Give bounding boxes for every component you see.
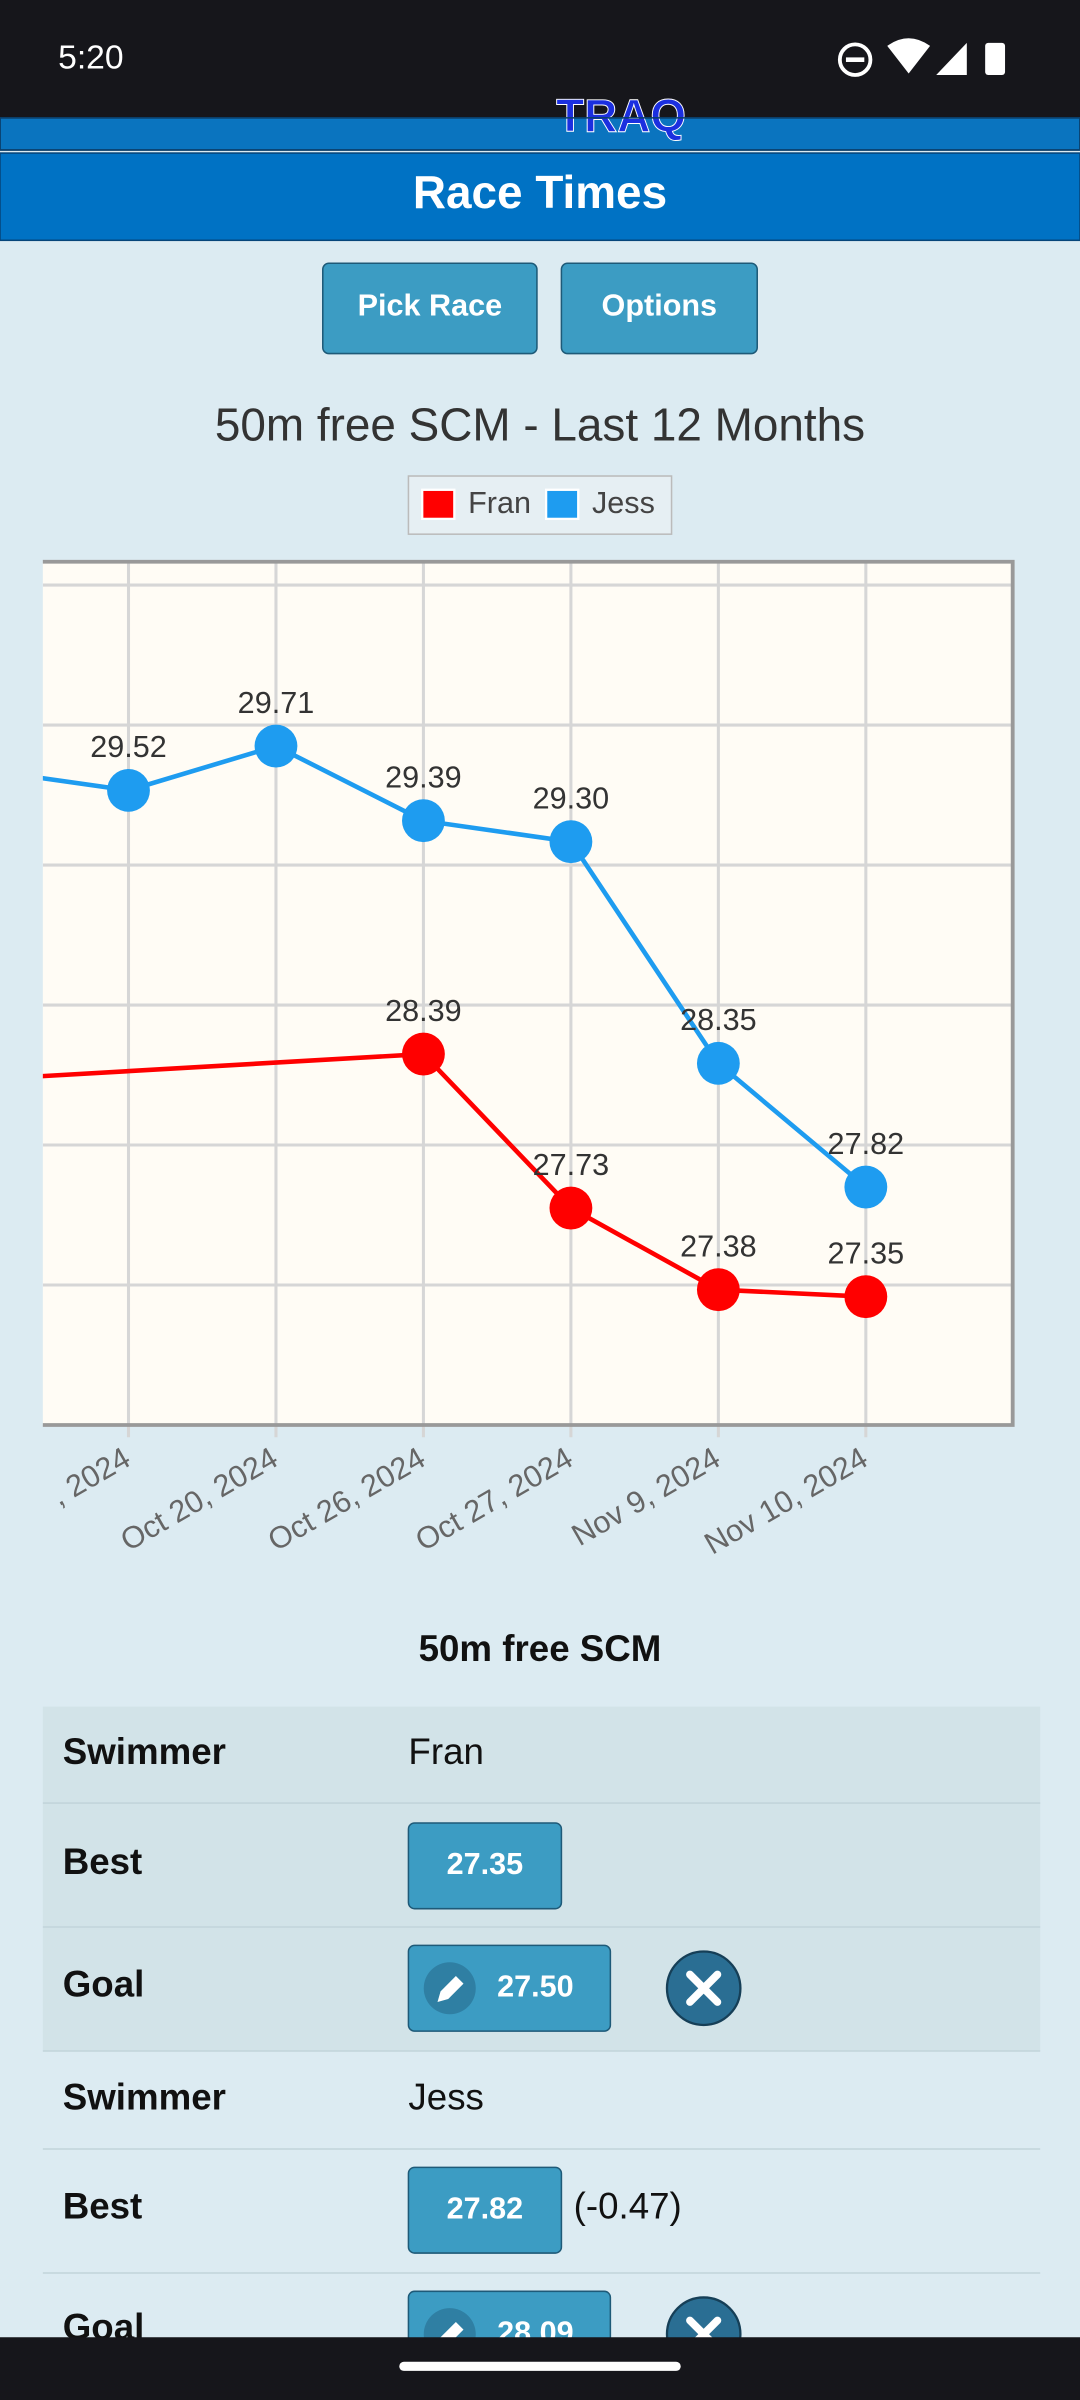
value-label: 27.82 [828,1127,905,1161]
gap-connector [42,1051,424,1079]
point [402,799,445,843]
plot-area [42,561,1013,1425]
row-label: Best [63,2185,143,2226]
button-bg[interactable] [560,262,758,355]
series-line [421,1052,866,1299]
button-label[interactable]: Pick Race [358,289,503,323]
pick-race-button[interactable]: Pick Race [322,262,538,355]
table: Swimmer Fran Best 27.35 Goal 27.50 Swimm… [42,1706,1041,2378]
legend-label: Fran [468,486,531,520]
table-title: 50m free SCM [419,1628,662,1669]
logo: TRAQ [556,90,686,142]
x-mark[interactable] [686,1970,722,2006]
button-label[interactable]: Options [602,289,718,323]
legend-label: Jess [592,486,655,520]
page-title: Race Times [413,166,667,218]
value-label: 29.52 [90,730,167,764]
value-label: 29.30 [533,781,610,815]
clock: 5:20 [58,40,123,77]
button-label[interactable]: 27.50 [497,1969,574,2003]
value-label: 29.71 [238,686,315,720]
status-icons [837,38,1006,77]
legend-swatch [421,488,456,521]
clear-goal-button[interactable] [665,1950,742,2027]
point [549,820,593,864]
value-label: 27.35 [828,1236,905,1270]
value-label: 27.38 [680,1229,757,1263]
button-bg[interactable] [407,1822,563,1910]
best-button[interactable]: 27.82 [407,2166,563,2254]
point [844,1165,888,1209]
goal-button[interactable]: 27.50 [407,1944,612,2032]
nav-border [0,117,1080,151]
value-label: 28.39 [385,994,462,1028]
row-value: Jess [408,2077,483,2118]
value-label: 27.73 [533,1148,610,1182]
point [696,1041,740,1085]
options-button[interactable]: Options [560,262,758,355]
point [549,1186,593,1230]
plot-border [42,559,1015,1427]
button-bg[interactable] [322,262,538,355]
button-label[interactable]: 27.82 [447,2191,524,2225]
best-button[interactable]: 27.35 [407,1822,563,1910]
button-label[interactable]: 27.35 [447,1847,524,1881]
point [844,1275,888,1319]
point [402,1032,445,1076]
row-value: Fran [408,1731,483,1772]
point [696,1268,740,1312]
chart-title: 50m free SCM - Last 12 Months [215,399,865,451]
row-label: Swimmer [63,1731,226,1772]
row-label: Swimmer [63,2077,226,2118]
row-label: Best [63,1841,143,1882]
button-bg[interactable] [407,2166,563,2254]
best-diff: (-0.47) [574,2185,682,2226]
legend: Fran Jess [407,475,673,535]
legend-swatch [544,488,580,521]
header [0,152,1080,242]
nav-bar [0,117,1080,151]
point [107,768,150,812]
row-label: Goal [63,1963,145,2004]
pencil[interactable] [437,1976,464,2003]
point [254,724,298,768]
value-label: 28.35 [680,1003,757,1037]
value-label: 29.39 [385,760,462,794]
home-indicator [399,2361,681,2371]
